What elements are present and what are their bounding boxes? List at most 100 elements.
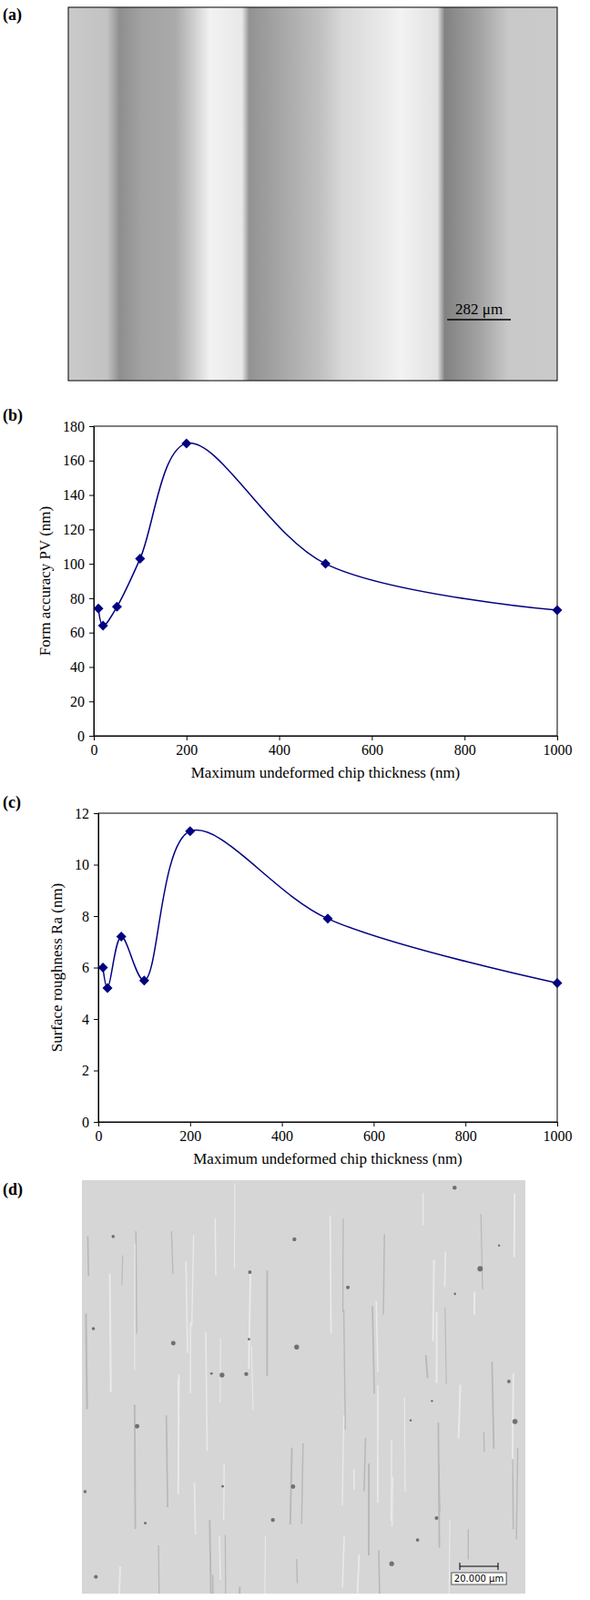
streak: [422, 1192, 424, 1226]
streak: [87, 1236, 90, 1277]
streak: [376, 1300, 378, 1373]
y-tick: 0: [77, 728, 94, 744]
tick-mark: [93, 864, 99, 866]
tick-mark: [557, 735, 559, 741]
data-point: [323, 913, 334, 924]
texture: [83, 1183, 519, 1594]
streak: [483, 1432, 486, 1453]
y-tick: 0: [81, 1114, 99, 1130]
axis-line: [94, 736, 559, 742]
y-tick: 12: [74, 805, 99, 822]
tick-mark: [93, 1018, 99, 1020]
tick-mark: [93, 915, 99, 917]
pit: [452, 1185, 458, 1191]
streak: [342, 1414, 345, 1506]
x-tick: 800: [454, 735, 477, 758]
y-tick: 180: [62, 418, 94, 435]
streak: [192, 1234, 194, 1326]
pit: [498, 1243, 500, 1246]
tick-label: 200: [179, 1128, 202, 1144]
streak: [185, 1261, 188, 1353]
pit: [210, 1372, 214, 1375]
data-point: [116, 931, 127, 942]
y-tick: 40: [70, 659, 94, 675]
streak: [404, 1397, 407, 1492]
scale-bar: 20.000 μm: [451, 1562, 507, 1585]
x-axis: 02004006008001000: [95, 1121, 573, 1144]
streak: [110, 1273, 112, 1394]
panel-label: (b): [2, 406, 23, 426]
tick-mark: [89, 460, 94, 462]
figure: 282 μm(a)0200400600800100002040608010012…: [0, 0, 590, 1600]
tick-label: 2: [81, 1062, 90, 1079]
streak: [467, 1528, 469, 1559]
tick-label: 800: [455, 1128, 478, 1144]
scale-bar: [447, 318, 511, 321]
tick-label: 6: [81, 959, 90, 976]
streak: [342, 1218, 345, 1313]
tick-label: 140: [62, 487, 85, 503]
pit: [477, 1265, 483, 1272]
tick-label: 0: [77, 728, 85, 744]
y-tick: 120: [62, 521, 94, 538]
tick-mark: [557, 1121, 559, 1127]
image-area: [81, 1180, 526, 1594]
scale-bar-line: [459, 1566, 499, 1567]
y-tick: 20: [70, 693, 94, 710]
streak: [238, 1586, 240, 1594]
x-axis-title: Maximum undeformed chip thickness (nm): [193, 1149, 463, 1168]
tick-mark: [89, 735, 94, 737]
tick-mark: [373, 1121, 375, 1127]
streak: [426, 1354, 428, 1378]
streak: [513, 1193, 516, 1258]
tick-label: 40: [70, 659, 85, 675]
x-tick: 0: [91, 735, 99, 758]
pit: [453, 1292, 457, 1296]
pit: [507, 1379, 511, 1384]
marks: [93, 437, 563, 631]
tick-mark: [464, 735, 466, 741]
y-tick: 60: [70, 624, 94, 641]
streak: [193, 1482, 195, 1535]
panel-label: (d): [2, 1180, 23, 1200]
pit: [93, 1574, 98, 1578]
pit: [83, 1489, 87, 1493]
panel-label: (c): [2, 793, 21, 813]
y-tick: 160: [62, 452, 94, 468]
data-point: [552, 605, 563, 616]
x-tick: 400: [268, 735, 291, 758]
pit: [221, 1485, 224, 1488]
marks: [98, 825, 563, 993]
tick-label: 800: [454, 742, 477, 758]
streak: [391, 1476, 394, 1526]
y-axis: 020406080100120140160180: [62, 418, 95, 744]
streak: [511, 1458, 514, 1529]
streak: [133, 1243, 135, 1371]
tick-label: 8: [81, 908, 90, 925]
data-point: [98, 620, 109, 631]
streak: [329, 1215, 333, 1333]
axis-line: [93, 813, 100, 1123]
tick-label: 600: [361, 742, 384, 758]
streak: [133, 1404, 137, 1529]
streak: [295, 1558, 298, 1583]
x-tick: 0: [95, 1121, 103, 1144]
tick-mark: [89, 666, 94, 668]
streak: [177, 1374, 181, 1495]
tick-label: 1000: [543, 1128, 573, 1144]
pit: [171, 1340, 176, 1345]
streak: [353, 1469, 356, 1490]
x-tick: 600: [363, 1121, 386, 1144]
axis-line: [89, 427, 95, 737]
y-tick: 100: [62, 556, 94, 572]
streak: [480, 1213, 483, 1290]
tick-mark: [279, 735, 281, 741]
streak: [178, 1379, 180, 1424]
y-axis-title: Surface roughness Ra (nm): [48, 883, 66, 1053]
pit: [430, 1399, 433, 1402]
tick-mark: [89, 701, 94, 702]
pit: [247, 1270, 252, 1274]
streak: [357, 1554, 360, 1593]
streak: [158, 1545, 160, 1594]
x-tick: 1000: [543, 735, 573, 758]
